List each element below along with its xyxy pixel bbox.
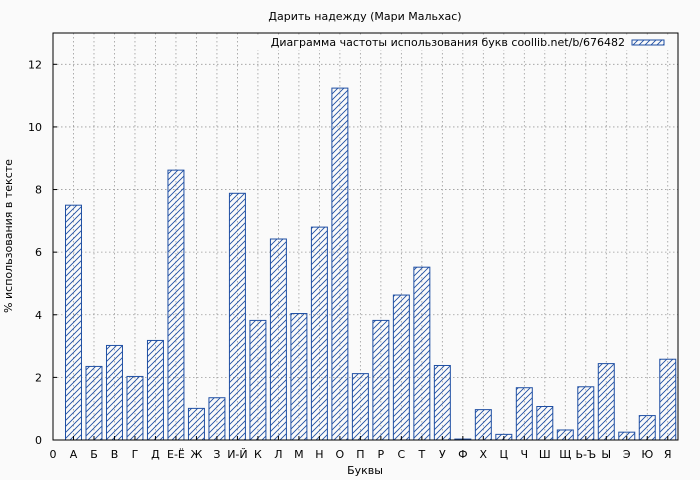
x-tick-label: П — [356, 448, 364, 461]
bar — [433, 364, 451, 441]
x-tick-label: Ч — [521, 448, 529, 461]
x-tick-label: Ф — [458, 448, 467, 461]
x-tick-label: Я — [664, 448, 672, 461]
y-tick-label: 6 — [35, 246, 42, 259]
x-tick-label: Н — [315, 448, 323, 461]
bar — [65, 204, 82, 441]
bar — [372, 319, 390, 441]
chart-title: Дарить надежду (Мари Мальхас) — [268, 10, 461, 23]
bar — [310, 226, 328, 441]
bar — [187, 407, 205, 441]
y-tick-label: 0 — [35, 434, 42, 447]
y-axis-label: % использования в тексте — [2, 159, 15, 313]
x-axis: 0 А Б В Г Д Е-Ё Ж З И-Й К Л М Н О П Р С Т У Ф Х Ц Ч Ш Щ Ь-Ъ Ы Э Ю Я — [50, 436, 672, 461]
x-tick-label: Б — [90, 448, 98, 461]
x-tick-label: Щ — [559, 448, 571, 461]
x-axis-label: Буквы — [347, 464, 383, 477]
x-tick-label: С — [398, 448, 406, 461]
legend-swatch — [631, 39, 665, 46]
x-tick-label: Э — [623, 448, 631, 461]
legend: Диаграмма частоты использования букв coo… — [240, 36, 672, 50]
legend-label: Диаграмма частоты использования букв coo… — [271, 36, 625, 49]
y-tick-label: 8 — [35, 184, 42, 197]
x-tick-label: Х — [480, 448, 488, 461]
bar — [167, 169, 185, 441]
x-tick-label: А — [70, 448, 78, 461]
plot-frame — [52, 32, 679, 441]
bar — [413, 266, 431, 441]
x-tick-label: Ш — [539, 448, 551, 461]
y-tick-label: 12 — [28, 58, 42, 71]
x-tick-label: О — [336, 448, 345, 461]
x-tick-label: Ы — [601, 448, 611, 461]
x-tick-label: В — [111, 448, 119, 461]
bar — [515, 387, 533, 441]
x-tick-label: К — [254, 448, 262, 461]
bar — [659, 358, 677, 441]
x-tick-label: Г — [132, 448, 139, 461]
x-tick-label: З — [213, 448, 220, 461]
bar — [146, 339, 164, 441]
bar — [126, 375, 144, 441]
bar — [228, 192, 246, 441]
x-tick-label: Т — [417, 448, 425, 461]
x-tick-label: Ц — [500, 448, 509, 461]
x-tick-label: Ж — [191, 448, 203, 461]
x-tick-label: И-Й — [227, 448, 247, 461]
x-tick-label: Р — [378, 448, 385, 461]
bar — [105, 344, 123, 441]
x-tick-label: Е-Ё — [167, 448, 185, 461]
x-tick-label: Ю — [641, 448, 653, 461]
bar — [474, 409, 492, 441]
bar — [577, 386, 595, 441]
y-tick-label: 10 — [28, 121, 42, 134]
x-tick-label: Д — [151, 448, 160, 461]
y-tick-label: 2 — [35, 371, 42, 384]
bar — [249, 319, 267, 441]
x-tick-label: Л — [274, 448, 282, 461]
legend-background — [240, 36, 672, 50]
x-tick-label: Ь-Ъ — [575, 448, 596, 461]
bar — [536, 406, 554, 441]
x-tick-label: М — [294, 448, 304, 461]
bar — [597, 363, 615, 441]
x-tick-label-origin: 0 — [50, 448, 57, 461]
bar — [85, 365, 103, 441]
bar — [392, 294, 410, 441]
bar — [208, 397, 226, 441]
y-axis: 0 2 4 6 8 10 12 — [28, 58, 57, 447]
bar — [331, 87, 349, 441]
x-tick-label: У — [439, 448, 446, 461]
bar — [269, 238, 287, 441]
bar — [351, 373, 369, 441]
bar — [290, 313, 308, 441]
y-tick-label: 4 — [35, 309, 42, 322]
